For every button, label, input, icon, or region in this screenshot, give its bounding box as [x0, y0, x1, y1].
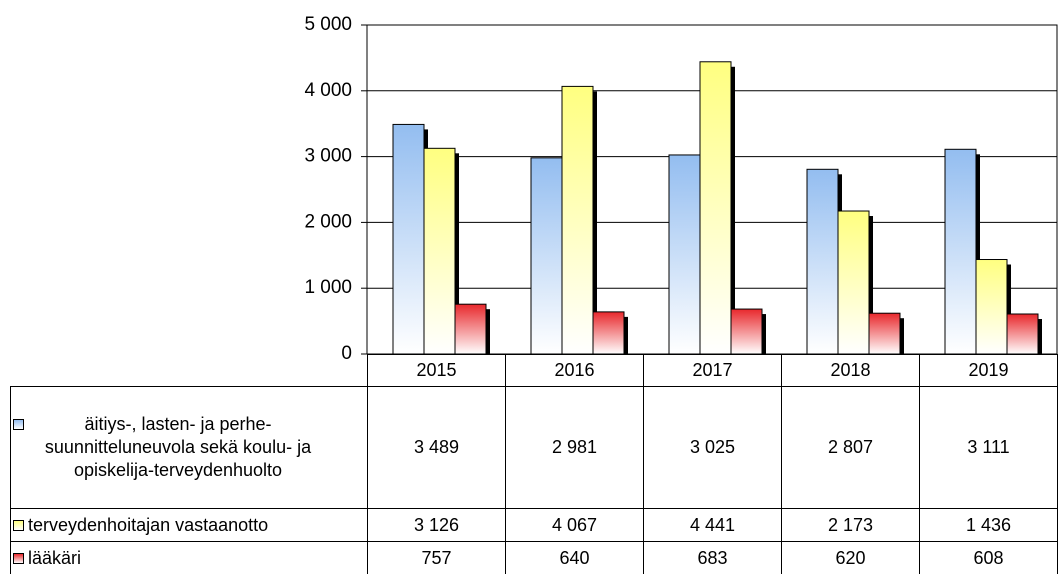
bar [454, 303, 487, 355]
legend-swatch [13, 552, 24, 564]
legend-label: terveydenhoitajan vastaanotto [28, 514, 269, 535]
y-tick-label: 1 000 [304, 277, 352, 298]
x-tick-label: 2018 [781, 354, 920, 387]
x-tick-label: 2017 [643, 354, 782, 387]
data-table: 2015 2016 2017 2018 2019 äitiys-, lasten- ja … [10, 354, 1058, 574]
bar [944, 148, 977, 355]
corner [10, 354, 368, 387]
legend-swatch [13, 419, 24, 430]
y-tick-label: 2 000 [304, 211, 352, 232]
bar [837, 210, 870, 355]
header-row: 2015 2016 2017 2018 2019 [10, 354, 1058, 387]
data-label: 2 981 [505, 386, 644, 509]
data-label: 3 111 [919, 386, 1058, 509]
bar [806, 168, 839, 355]
bar [392, 123, 425, 355]
legend-label: äitiys-, lasten- ja perhe-suunnitteluneu… [44, 414, 312, 480]
bar [975, 259, 1008, 355]
data-label: 3 126 [367, 508, 506, 542]
y-tick-label: 3 000 [304, 146, 352, 167]
data-label: 683 [643, 541, 782, 574]
data-label: 2 807 [781, 386, 920, 509]
x-tick-label: 2016 [505, 354, 644, 387]
bar [668, 154, 701, 355]
y-tick-label: 5 000 [304, 14, 352, 35]
data-label: 3 489 [367, 386, 506, 509]
bar [423, 147, 456, 355]
x-tick-label: 2015 [367, 354, 506, 387]
bar [699, 61, 732, 355]
bar [561, 85, 594, 355]
data-label: 4 067 [505, 508, 644, 542]
bar [592, 311, 625, 355]
data-label: 4 441 [643, 508, 782, 542]
legend-cell: terveydenhoitajan vastaanotto [10, 508, 368, 542]
data-label: 3 025 [643, 386, 782, 509]
legend-swatch [13, 519, 24, 531]
series-row: lääkäri 757 640 683 620 608 [10, 541, 1058, 574]
data-label: 620 [781, 541, 920, 574]
y-tick-label: 4 000 [304, 80, 352, 101]
x-tick-label: 2019 [919, 354, 1058, 387]
bar [1006, 313, 1039, 355]
y-tick-label: 0 [341, 343, 352, 364]
data-label: 608 [919, 541, 1058, 574]
data-label: 2 173 [781, 508, 920, 542]
series-row: terveydenhoitajan vastaanotto 3 126 4 067 4… [10, 508, 1058, 542]
legend-cell: äitiys-, lasten- ja perhe-suunnitteluneu… [10, 386, 368, 509]
legend-cell: lääkäri [10, 541, 368, 574]
series-row: äitiys-, lasten- ja perhe-suunnitteluneu… [10, 386, 1058, 509]
data-label: 1 436 [919, 508, 1058, 542]
data-label: 757 [367, 541, 506, 574]
bar [868, 312, 901, 355]
legend-label: lääkäri [28, 547, 82, 568]
data-label: 640 [505, 541, 644, 574]
bar [730, 308, 763, 355]
bar [530, 157, 563, 355]
